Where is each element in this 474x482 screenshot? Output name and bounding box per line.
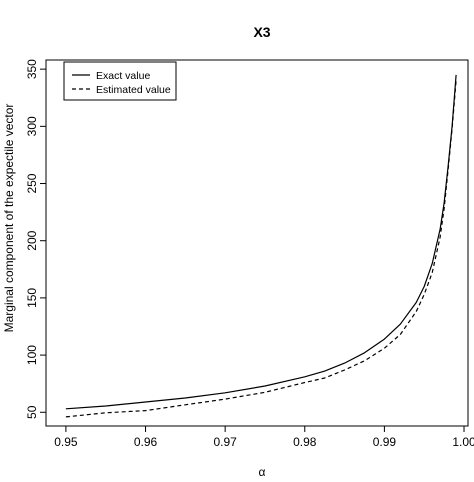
y-tick-label: 350	[25, 59, 39, 79]
x-tick-label: 0.99	[373, 435, 397, 449]
x-axis-label: α	[259, 465, 266, 479]
legend: Exact value Estimated value	[63, 61, 177, 101]
y-tick-label: 100	[25, 345, 39, 365]
y-tick-label: 150	[25, 288, 39, 308]
y-axis: 50 100 150 200 250 300 350	[25, 59, 46, 419]
x-axis: 0.95 0.96 0.97 0.98 0.99 1.00	[54, 426, 474, 449]
x-tick-label: 0.97	[213, 435, 237, 449]
y-tick-label: 300	[25, 116, 39, 136]
y-tick-label: 250	[25, 173, 39, 193]
legend-label-estimated-value: Estimated value	[96, 84, 171, 96]
chart-title: X3	[253, 24, 270, 40]
series-layer	[65, 74, 457, 418]
x-tick-label: 0.98	[293, 435, 317, 449]
series-line-estimated-value	[65, 80, 457, 418]
x-tick-label: 0.96	[134, 435, 158, 449]
y-tick-label: 200	[25, 230, 39, 250]
y-axis-label: Marginal component of the expectile vect…	[2, 104, 16, 333]
y-tick-label: 50	[25, 405, 39, 419]
legend-box	[63, 61, 177, 101]
legend-label-exact-value: Exact value	[96, 70, 150, 82]
plot-frame	[45, 59, 469, 427]
series-line-exact-value	[65, 74, 457, 410]
x-tick-label: 0.95	[54, 435, 78, 449]
x-tick-label: 1.00	[452, 435, 474, 449]
